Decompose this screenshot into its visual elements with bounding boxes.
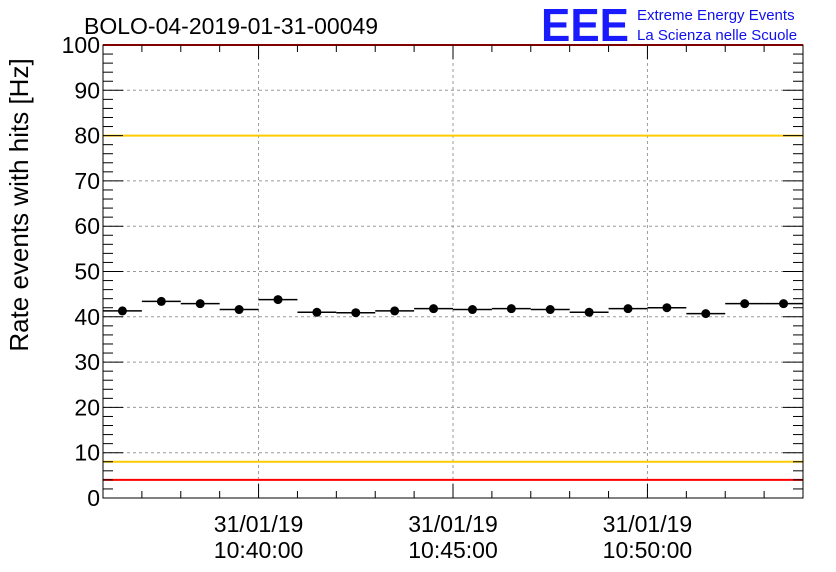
data-point: [545, 305, 555, 315]
y-tick-label: 80: [74, 123, 100, 149]
y-tick-label: 30: [74, 349, 100, 375]
tick-labels: 010203040506070809010031/01/1910:40:0031…: [62, 32, 693, 563]
logo-line2: La Scienza nelle Scuole: [637, 27, 797, 44]
y-axis-label: Rate events with hits [Hz]: [4, 58, 34, 351]
data-point: [740, 299, 750, 309]
y-tick-label: 20: [74, 394, 100, 420]
data-point: [429, 304, 439, 314]
x-tick-date-label: 31/01/19: [214, 511, 304, 537]
data-point: [351, 308, 361, 318]
y-tick-label: 10: [74, 440, 100, 466]
data-point: [234, 305, 244, 315]
y-tick-label: 0: [87, 485, 100, 511]
grid-lines: [103, 45, 803, 498]
y-tick-label: 40: [74, 304, 100, 330]
y-tick-label: 60: [74, 213, 100, 239]
data-point: [156, 296, 166, 306]
data-point: [117, 306, 127, 316]
x-tick-time-label: 10:50:00: [603, 537, 693, 563]
data-point: [312, 307, 322, 317]
x-tick-date-label: 31/01/19: [408, 511, 498, 537]
data-point: [779, 299, 789, 309]
logo-mark: EEE: [541, 0, 629, 51]
data-point: [506, 304, 516, 314]
chart-title: BOLO-04-2019-01-31-00049: [84, 13, 378, 39]
data-point: [584, 307, 594, 317]
data-point: [273, 295, 283, 305]
axis-ticks: [102, 44, 804, 499]
data-points: [103, 295, 803, 319]
data-point: [467, 305, 477, 315]
y-tick-label: 70: [74, 168, 100, 194]
logo-line1: Extreme Energy Events: [637, 7, 795, 24]
x-tick-time-label: 10:40:00: [214, 537, 304, 563]
data-point: [390, 306, 400, 316]
data-point: [195, 299, 205, 309]
data-point: [623, 304, 633, 314]
x-tick-date-label: 31/01/19: [603, 511, 693, 537]
eee-logo: EEE Extreme Energy Events La Scienza nel…: [541, 0, 797, 51]
x-tick-time-label: 10:45:00: [408, 537, 498, 563]
data-point: [662, 303, 672, 313]
data-point: [701, 309, 711, 319]
y-tick-label: 100: [62, 32, 100, 58]
y-tick-label: 90: [74, 77, 100, 103]
y-tick-label: 50: [74, 259, 100, 285]
